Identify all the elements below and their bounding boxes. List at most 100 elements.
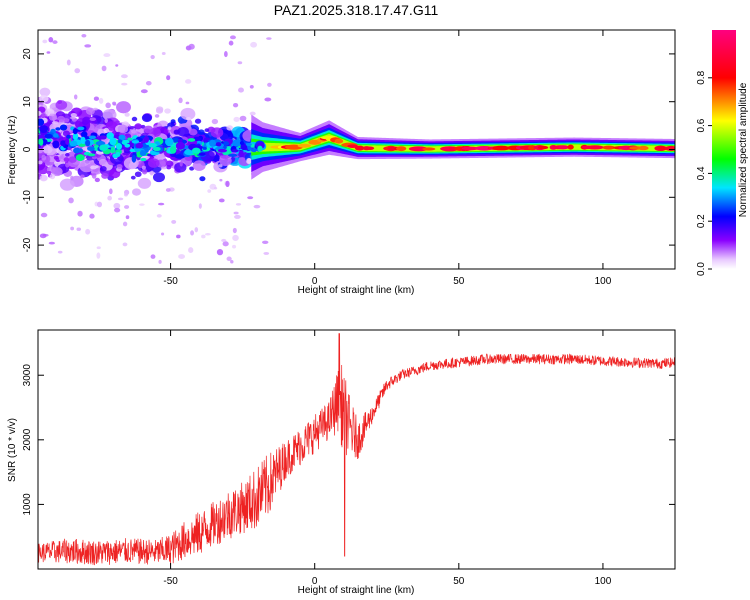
spectrogram-cell xyxy=(141,168,148,175)
spectrogram-cell xyxy=(39,233,47,239)
colorbar-gradient xyxy=(712,30,736,269)
spectrogram-cell xyxy=(187,138,196,142)
spectrogram-cell xyxy=(103,53,111,58)
spectrogram-cell xyxy=(155,107,164,114)
spectrogram-cell xyxy=(154,114,160,118)
spectrogram-cell xyxy=(558,145,570,150)
spectrogram-cell xyxy=(221,238,227,243)
spectrogram-cell xyxy=(68,197,74,204)
spectrogram-cell xyxy=(188,43,195,50)
spectrogram-cell xyxy=(148,142,157,148)
spectrogram-cell xyxy=(74,166,80,171)
spectrogram-cell xyxy=(66,59,71,66)
spectrogram-cell xyxy=(103,127,110,133)
spectrogram-cell xyxy=(131,154,137,163)
spectrogram-cell xyxy=(87,146,95,152)
spectrogram-cell xyxy=(74,68,81,74)
spectrogram-cell xyxy=(213,187,218,190)
snr-y-label: SNR (10 * v/v) xyxy=(7,418,18,482)
spectrogram-cell xyxy=(249,84,254,89)
spectrogram-cell xyxy=(57,100,63,105)
spectrogram-cell xyxy=(137,177,152,189)
spectrogram-cell xyxy=(267,82,272,87)
spectrogram-cell xyxy=(120,74,128,79)
snr-series-line xyxy=(38,333,675,566)
spectrogram-cell xyxy=(225,180,230,187)
colorbar-tick-label: 0.8 xyxy=(696,70,707,84)
spectrogram-cell xyxy=(165,188,171,192)
spectrogram-cell xyxy=(39,87,51,97)
spectrogram-cell xyxy=(190,230,195,236)
spectrogram-cell xyxy=(40,212,48,218)
spectrogram-cell xyxy=(104,118,108,124)
spectrogram-cell xyxy=(257,145,263,152)
snr-frame xyxy=(37,329,676,570)
spectrogram-cell xyxy=(161,51,166,55)
spectrogram-cell xyxy=(158,202,165,206)
spectrogram-cell xyxy=(122,221,128,227)
spectrogram-cell xyxy=(96,252,101,259)
spectrogram-cell xyxy=(232,227,237,234)
spectrogram-cell xyxy=(46,51,51,54)
spectrogram-cell xyxy=(250,41,258,48)
spectrogram-cell xyxy=(65,152,70,157)
spectrogram-cell xyxy=(48,241,55,245)
spectrogram-x-tick-label: 0 xyxy=(312,276,318,287)
spectrogram-cell xyxy=(131,116,138,122)
spectrogram-cell xyxy=(156,214,162,218)
spectrogram-cell xyxy=(184,79,192,84)
spectrogram-cell xyxy=(160,232,165,236)
snr-x-label: Height of straight line (km) xyxy=(298,585,415,596)
spectrogram-cell xyxy=(73,94,78,100)
colorbar-tick-label: 0.4 xyxy=(696,166,707,180)
spectrogram-cell xyxy=(140,89,148,94)
spectrogram-cell xyxy=(262,240,269,244)
spectrogram-cell xyxy=(130,175,136,180)
snr-y-axis: 1000 2000 3000 xyxy=(22,364,675,516)
spectrogram-cell xyxy=(217,148,228,153)
spectrogram-cell xyxy=(266,37,272,40)
snr-x-tick-label: 0 xyxy=(312,576,318,587)
spectrogram-cell xyxy=(123,157,139,170)
spectrogram-cell xyxy=(211,118,219,125)
spectrogram-cell xyxy=(77,126,85,131)
spectrogram-cell xyxy=(98,158,108,166)
spectrogram-cell xyxy=(201,234,206,239)
spectrogram-cell xyxy=(167,126,172,130)
spectrogram-cell xyxy=(297,143,312,148)
spectrogram-y-tick-label: -10 xyxy=(22,190,33,205)
spectrogram-cell xyxy=(179,161,183,167)
spectrogram-cell xyxy=(166,75,171,81)
spectrogram-cell xyxy=(117,139,123,144)
spectrogram-cell xyxy=(145,80,152,86)
spectrogram-cell xyxy=(124,112,130,117)
spectrogram-x-axis: -50 0 50 100 xyxy=(163,30,612,287)
spectrogram-cell xyxy=(99,166,107,172)
spectrogram-cell xyxy=(78,148,84,153)
spectrogram-cell xyxy=(223,141,230,146)
spectrogram-cell xyxy=(365,146,375,151)
spectrogram-y-tick-label: 20 xyxy=(22,48,33,60)
spectrogram-cell xyxy=(474,145,494,151)
spectrogram-cell xyxy=(48,37,54,43)
colorbar-tick-label: 0.6 xyxy=(696,118,707,132)
spectrogram-cell xyxy=(134,123,142,130)
spectrogram-cell xyxy=(232,139,242,147)
spectrogram-cell xyxy=(169,146,177,154)
spectrogram-cell xyxy=(152,172,165,183)
spectrogram-x-tick-label: 100 xyxy=(595,276,612,287)
snr-y-tick-label: 2000 xyxy=(22,428,33,451)
spectrogram-cell xyxy=(232,234,239,242)
snr-x-tick-label: 100 xyxy=(595,576,612,587)
spectrogram-cell xyxy=(189,166,195,171)
spectrogram-cell xyxy=(38,160,43,165)
spectrogram-cell xyxy=(70,113,77,118)
spectrogram-cell xyxy=(90,165,97,170)
spectrogram-cell xyxy=(537,145,549,150)
spectrogram-cell xyxy=(197,129,205,135)
spectrogram-cell xyxy=(116,164,123,170)
spectrogram-x-tick-label: -50 xyxy=(163,276,178,287)
spectrogram-cell xyxy=(44,133,53,139)
colorbar: 0.0 0.2 0.4 0.6 0.8 Normalized spectral ampl… xyxy=(696,30,749,276)
spectrogram-cell xyxy=(150,170,154,175)
